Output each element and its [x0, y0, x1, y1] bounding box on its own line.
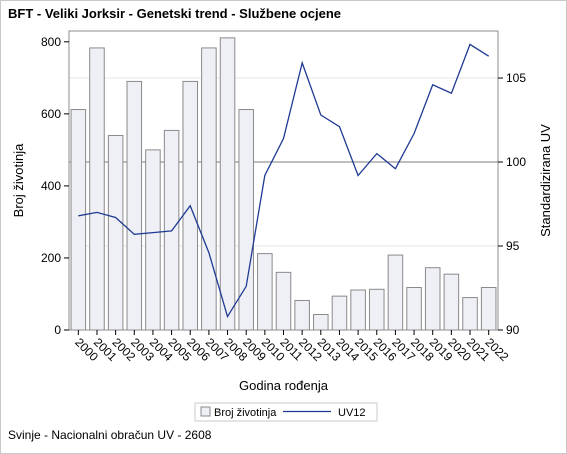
- bar: [275, 271, 292, 331]
- bar: [424, 267, 441, 331]
- bar: [331, 295, 348, 331]
- bar: [145, 149, 161, 331]
- y2-tick-label: 100: [506, 155, 526, 169]
- chart-title: BFT - Veliki Jorksir - Genetski trend - …: [8, 6, 342, 21]
- bar: [387, 254, 404, 331]
- y-tick-label: 0: [54, 323, 61, 337]
- legend-bar-swatch: [200, 406, 211, 417]
- bar: [201, 47, 217, 331]
- y-tick-label: 800: [41, 35, 61, 49]
- bar: [257, 253, 273, 331]
- bar: [480, 286, 497, 331]
- bar: [406, 286, 422, 331]
- legend-line-label: UV12: [338, 407, 366, 419]
- bar: [294, 299, 310, 331]
- y-tick-label: 400: [41, 179, 61, 193]
- x-axis-label: Godina rođenja: [239, 378, 329, 393]
- bar: [368, 288, 385, 331]
- bar: [462, 297, 478, 331]
- bar: [219, 37, 236, 331]
- bar: [238, 109, 254, 331]
- bar: [443, 273, 460, 331]
- y2-tick-label: 95: [506, 239, 520, 253]
- uv12-line: [78, 43, 490, 319]
- bar: [70, 109, 87, 331]
- bar: [313, 314, 329, 331]
- bar: [126, 80, 143, 331]
- y2-tick-label: 105: [506, 71, 526, 85]
- legend-bar-label: Broj životinja: [214, 407, 277, 419]
- y-tick-label: 200: [41, 251, 61, 265]
- bar: [89, 47, 105, 331]
- y2-tick-label: 90: [506, 323, 520, 337]
- y2-axis-label: Standardizirana UV: [538, 124, 553, 237]
- y-tick-label: 600: [41, 107, 61, 121]
- footnote: Svinje - Nacionalni obračun UV - 2608: [8, 428, 212, 442]
- bar: [107, 134, 124, 331]
- y-axis-label: Broj životinja: [11, 143, 26, 217]
- bar: [350, 289, 366, 331]
